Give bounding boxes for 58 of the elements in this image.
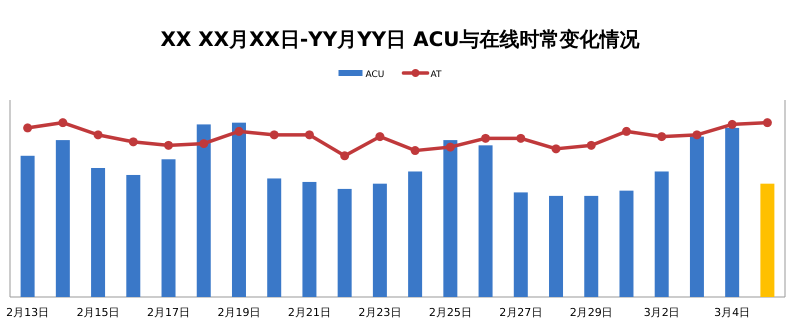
- bar: [267, 178, 282, 297]
- point: [481, 134, 490, 143]
- chart-title: XX XX月XX日-YY月YY日 ACU与在线时常变化情况: [160, 27, 641, 51]
- point: [552, 144, 561, 154]
- point: [23, 123, 32, 132]
- point: [164, 140, 174, 150]
- bar: [549, 196, 564, 297]
- point: [657, 132, 666, 142]
- legend-label: AT: [430, 70, 442, 80]
- x-tick-label: 2月17日: [147, 306, 190, 319]
- x-tick-label: 2月25日: [428, 306, 472, 319]
- bar: [584, 196, 598, 297]
- x-tick-label: 3月2日: [644, 306, 680, 319]
- bar: [654, 171, 669, 297]
- bar: [20, 156, 35, 297]
- x-tick-label: 2月21日: [288, 306, 331, 319]
- bar: [56, 140, 70, 297]
- bar: [302, 182, 316, 297]
- bar: [91, 168, 106, 297]
- point: [692, 130, 702, 140]
- point: [94, 130, 103, 140]
- bar: [372, 184, 387, 297]
- point: [375, 132, 384, 142]
- bar: [443, 140, 458, 297]
- point: [728, 120, 737, 129]
- point: [586, 140, 596, 150]
- x-tick-label: 2月27日: [499, 306, 542, 319]
- point: [622, 126, 631, 136]
- point: [410, 146, 420, 156]
- bar: [725, 128, 740, 297]
- bar: [760, 184, 774, 297]
- bar: [619, 190, 634, 297]
- x-tick-label: 2月19日: [217, 306, 260, 319]
- bar: [232, 122, 246, 297]
- point: [446, 142, 455, 152]
- point: [128, 137, 138, 146]
- x-tick-label: 2月13日: [6, 306, 50, 319]
- bar: [338, 188, 352, 297]
- point: [762, 118, 772, 128]
- bar: [162, 159, 176, 297]
- point: [270, 130, 279, 140]
- bar: [514, 192, 528, 297]
- bar: [126, 174, 140, 297]
- x-tick-label: 2月23日: [358, 306, 402, 319]
- point: [340, 151, 350, 160]
- bar: [690, 136, 704, 297]
- x-tick-label: 2月15日: [76, 306, 120, 319]
- bar: [408, 171, 422, 297]
- bar: [196, 124, 211, 297]
- legend-label: ACU: [366, 70, 384, 80]
- bar: [478, 145, 493, 297]
- point: [516, 134, 526, 143]
- point: [199, 139, 208, 148]
- x-tick-label: 2月29日: [570, 306, 613, 319]
- point: [58, 118, 68, 128]
- x-tick-label: 3月4日: [714, 306, 750, 319]
- point: [234, 126, 244, 136]
- point: [304, 130, 314, 140]
